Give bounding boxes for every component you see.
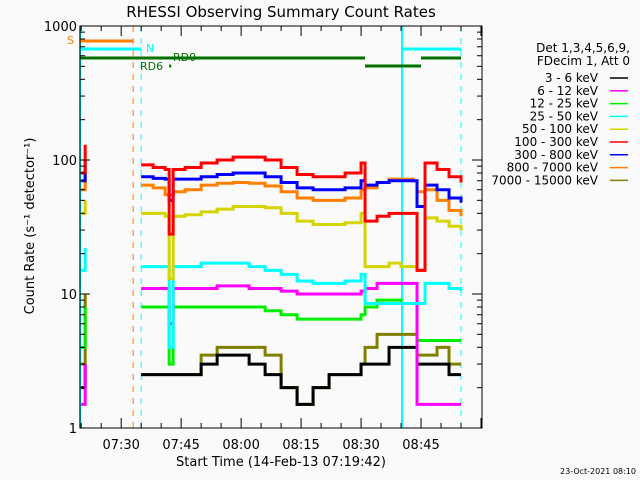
legend-header-2: FDecim 1, Att 0 [537,54,630,68]
legend-label: 300 - 800 keV [514,148,598,162]
footer-timestamp: 23-Oct-2021 08:10 [560,467,636,476]
x-tick-label: 08:30 [342,438,379,453]
y-axis-label: Count Rate (s⁻¹ detector⁻¹) [23,138,38,315]
x-tick-label: 07:30 [102,438,139,453]
y-tick-label: 1 [69,422,77,437]
legend-label: 7000 - 15000 keV [491,173,598,187]
series-line [81,281,462,406]
series-line [81,160,463,208]
flag-label: RD0 [173,51,196,64]
x-tick-label: 08:15 [282,438,319,453]
y-tick-label: 1000 [44,20,77,35]
legend-header-1: Det 1,3,4,5,6,9, [536,41,630,55]
y-tick-label: 100 [52,154,77,169]
flag-label: RD6 [140,60,163,73]
legend-label: 6 - 12 keV [537,84,599,98]
legend-label: 3 - 6 keV [545,71,599,85]
legend-label: 100 - 300 keV [514,135,598,149]
chart-title: RHESSI Observing Summary Count Rates [126,3,436,21]
x-tick-label: 08:45 [402,438,439,453]
series-line [81,248,463,349]
x-tick-label: 07:45 [162,438,199,453]
flag-label: S [67,34,74,47]
y-tick-label: 10 [60,288,77,303]
legend-label: 25 - 50 keV [530,109,599,123]
legend-label: 800 - 7000 keV [507,161,599,175]
legend-label: 12 - 25 keV [530,97,599,111]
legend-label: 50 - 100 keV [522,122,599,136]
flag-label: N [146,42,154,55]
x-axis-label: Start Time (14-Feb-13 07:19:42) [176,455,386,470]
x-tick-label: 08:00 [222,438,259,453]
